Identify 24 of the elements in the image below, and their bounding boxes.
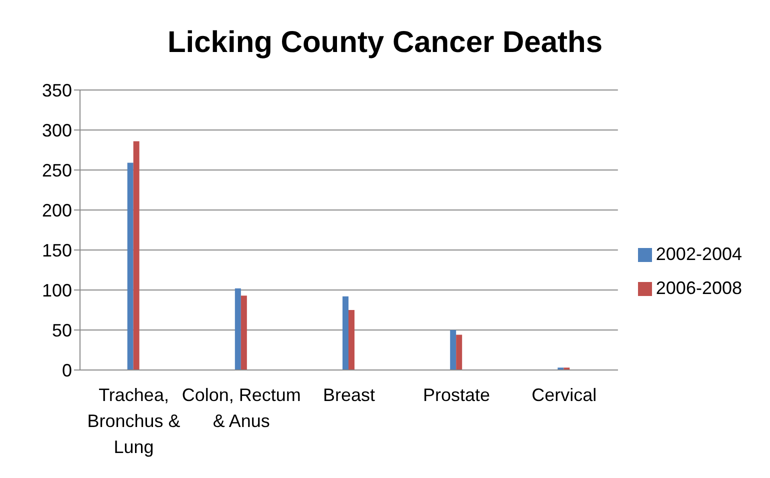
- bar: [240, 296, 247, 370]
- y-tick-label: 50: [52, 320, 72, 340]
- y-tick-label: 350: [42, 80, 72, 100]
- chart-title: Licking County Cancer Deaths: [166, 26, 604, 61]
- bar: [342, 296, 348, 370]
- y-tick-label: 100: [42, 280, 72, 300]
- y-tick-label: 0: [62, 360, 72, 380]
- y-tick-label: 150: [42, 240, 72, 260]
- y-tick-label: 250: [42, 160, 72, 180]
- legend-label: 2002-2004: [656, 244, 742, 264]
- x-tick-label: Colon, Rectum & Anus: [182, 384, 301, 431]
- bar: [133, 141, 140, 370]
- legend-label: 2006-2008: [656, 278, 742, 298]
- y-tick-label: 200: [42, 200, 72, 220]
- bar: [456, 334, 462, 370]
- x-tick-label: Cervical: [532, 384, 597, 405]
- bar: [450, 330, 456, 370]
- y-tick-label: 300: [42, 120, 72, 140]
- bar: [127, 162, 134, 370]
- bar: [234, 288, 241, 370]
- bar: [348, 310, 354, 370]
- x-tick-label: Trachea, Bronchus & Lung: [87, 384, 180, 457]
- x-tick-label: Prostate: [423, 384, 490, 405]
- x-tick-label: Breast: [322, 384, 375, 405]
